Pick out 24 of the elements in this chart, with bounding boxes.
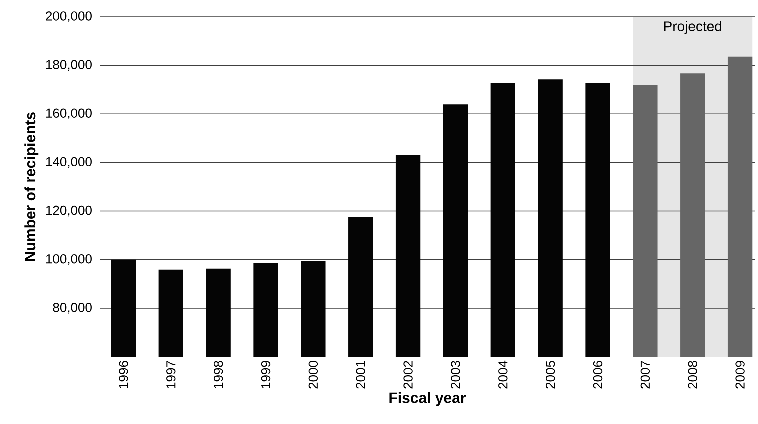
x-tick-label: 2005: [546, 361, 556, 389]
y-tick-label: 140,000: [46, 157, 92, 168]
x-tick-label: 2002: [404, 361, 413, 389]
x-tick-label: 1996: [119, 361, 128, 388]
x-tick-label: 2004: [498, 360, 508, 389]
band-label: Projected: [664, 21, 722, 34]
x-tick-label: 2001: [356, 361, 366, 389]
y-tick-label: 120,000: [46, 206, 92, 217]
y-tick-label: 100,000: [46, 254, 92, 266]
y-tick-label: 80,000: [53, 303, 92, 314]
x-tick-label: 2007: [640, 361, 650, 389]
y-tick-label: 160,000: [46, 108, 92, 120]
y-tick-label: 200,000: [46, 12, 92, 22]
x-tick-label: 1997: [166, 361, 176, 388]
x-tick-label: 2008: [688, 361, 698, 389]
x-tick-label: 2000: [308, 361, 318, 389]
x-axis-title: Fiscal year: [390, 392, 466, 406]
y-axis-title: Number of recipients: [24, 112, 39, 262]
x-tick-label: 1998: [214, 361, 224, 388]
x-tick-label: 2003: [451, 361, 460, 389]
x-tick-label: 2009: [736, 361, 745, 389]
y-tick-label: 180,000: [46, 60, 92, 71]
x-tick-label: 2006: [593, 361, 603, 389]
x-tick-label: 1999: [261, 361, 271, 388]
